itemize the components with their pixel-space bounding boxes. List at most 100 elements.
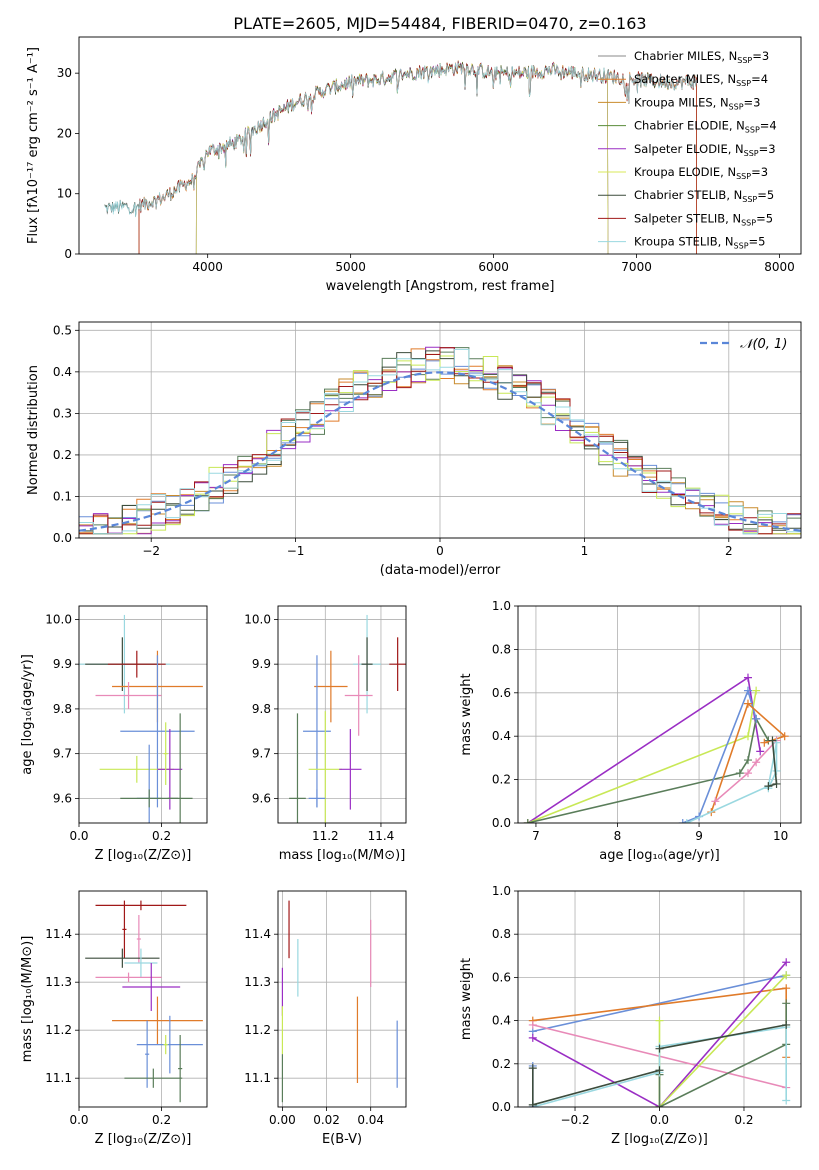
chart-residuals: −2 −1 0 1 2 0.0 0.1 0.2 0.3 0.4 0.5 (data-model)/er…	[26, 321, 802, 578]
plus-marker	[764, 782, 773, 791]
errorbar-point	[314, 650, 348, 723]
plus-marker	[768, 736, 777, 745]
y-axis-label: Normed distribution	[26, 365, 41, 495]
x-tick-label: 0.02	[313, 1113, 340, 1127]
axes-frame	[78, 890, 208, 1108]
y-tick-label: 9.6	[53, 791, 72, 805]
plus-marker	[743, 686, 752, 695]
plot-area	[523, 673, 789, 823]
legend-entry: Kroupa MILES, NSSP=3	[634, 95, 760, 111]
x-tick-label: 8000	[764, 260, 795, 274]
plus-marker	[711, 797, 720, 806]
plus-marker	[743, 756, 752, 765]
errorbar-point	[136, 1015, 203, 1074]
plus-marker	[772, 738, 781, 747]
x-tick-label: 0.00	[269, 1113, 296, 1127]
y-tick-label: 0.3	[53, 406, 72, 420]
y-tick-label: 0.6	[492, 970, 511, 984]
errorbar-point	[124, 1068, 183, 1088]
y-axis-label: mass weight	[459, 958, 474, 1040]
y-tick-label: 9.9	[53, 657, 72, 671]
errorbar-point	[289, 713, 306, 823]
y-tick-label: 11.4	[45, 927, 72, 941]
y-tick-label: 10.0	[45, 612, 72, 626]
y-tick-label: 11.1	[244, 1071, 271, 1085]
axes-frame	[517, 890, 802, 1108]
chart-weight-vs-age: 7 8 9 10 0.0 0.2 0.4 0.6 0.8 1.0 age [log₁₀(age/yr…	[459, 599, 802, 863]
legend-entry: Salpeter ELODIE, NSSP=3	[634, 142, 776, 158]
plus-marker	[743, 732, 752, 741]
plus-marker	[780, 732, 789, 741]
errorbar-point	[85, 948, 160, 968]
y-axis-label: Flux [fλ10⁻¹⁷ erg cm⁻² s⁻¹ A⁻¹]	[26, 47, 41, 244]
chart-weight-vs-Z: −0.2 0.0 0.2 0.0 0.2 0.4 0.6 0.8 1.0 Z [log₁₀(Z/Z…	[459, 884, 802, 1147]
histogram-series	[79, 347, 801, 535]
x-tick-label: 10	[773, 829, 788, 843]
y-tick-label: 0.4	[53, 365, 72, 379]
x-tick-label: 0.0	[650, 1113, 669, 1127]
x-tick-label: 0.2	[152, 1113, 171, 1127]
y-tick-label: 0.2	[492, 1057, 511, 1071]
y-tick-label: 0.0	[53, 531, 72, 545]
legend-entry: Kroupa ELODIE, NSSP=3	[634, 165, 768, 181]
y-tick-label: 0.0	[492, 1100, 511, 1114]
plus-marker	[752, 758, 761, 767]
x-tick-label: 8	[614, 829, 622, 843]
y-tick-label: 9.6	[252, 791, 271, 805]
errorbar-point	[178, 1035, 183, 1103]
plus-marker	[782, 984, 791, 993]
y-tick-label: 0.8	[492, 642, 511, 656]
x-axis-label: mass [log₁₀(M/M⊙)]	[279, 848, 406, 863]
x-tick-label: −2	[142, 544, 160, 558]
errorbar-point	[107, 650, 166, 678]
plus-marker	[743, 673, 752, 682]
x-tick-label: 0.2	[734, 1113, 753, 1127]
spectrum-line	[195, 61, 609, 254]
legend-entry: Salpeter STELIB, NSSP=5	[634, 211, 773, 227]
plus-marker	[782, 1096, 791, 1105]
spectrum-line	[195, 61, 609, 254]
axes-frame	[78, 321, 802, 539]
plus-marker	[528, 1020, 537, 1029]
plus-marker	[772, 766, 781, 775]
errorbar-point	[339, 729, 362, 810]
x-tick-label: 1	[581, 544, 589, 558]
plus-marker	[682, 819, 691, 823]
errorbar-point	[344, 655, 373, 736]
x-tick-label: 11.2	[312, 829, 339, 843]
x-tick-label: 7000	[621, 260, 652, 274]
chart-age-vs-Z: 0.0 0.2 9.6 9.7 9.8 9.9 10.0 Z [log₁₀(Z/Z⊙)] age…	[20, 605, 208, 863]
errorbar-point	[120, 655, 195, 808]
x-tick-label: 0	[436, 544, 444, 558]
x-axis-label: wavelength [Angstrom, rest frame]	[326, 279, 555, 294]
errorbar-point	[95, 900, 187, 911]
plus-marker	[523, 819, 532, 823]
y-tick-label: 11.3	[244, 975, 271, 989]
spectrum-line	[138, 60, 697, 254]
plot-area	[79, 346, 801, 535]
y-tick-label: 0.0	[492, 816, 511, 830]
x-tick-label: 0.2	[152, 829, 171, 843]
legend-entry: 𝒩(0, 1)	[740, 337, 787, 352]
plus-marker	[752, 686, 761, 695]
y-tick-label: 11.4	[244, 927, 271, 941]
plus-marker	[743, 769, 752, 778]
normal-curve	[79, 371, 801, 532]
x-axis-label: age [log₁₀(age/yr)]	[599, 848, 720, 863]
errorbar-point	[163, 1035, 168, 1055]
y-tick-label: 0.5	[53, 323, 72, 337]
plus-marker	[655, 1016, 664, 1025]
y-tick-label: 9.8	[53, 702, 72, 716]
legend-entry: Chabrier ELODIE, NSSP=4	[634, 119, 777, 135]
plus-marker	[735, 769, 744, 778]
errorbar-point	[308, 789, 326, 808]
errorbar-point	[361, 637, 373, 692]
spectrum-line	[104, 62, 697, 218]
plus-marker	[655, 1044, 664, 1053]
axes-frame	[277, 890, 407, 1108]
x-axis-label: (data-model)/error	[380, 563, 501, 578]
errorbar-point	[163, 722, 168, 785]
weight-line	[532, 961, 787, 1107]
y-axis-label: age [log₁₀(age/yr)]	[20, 654, 35, 775]
plot-area	[104, 60, 697, 254]
